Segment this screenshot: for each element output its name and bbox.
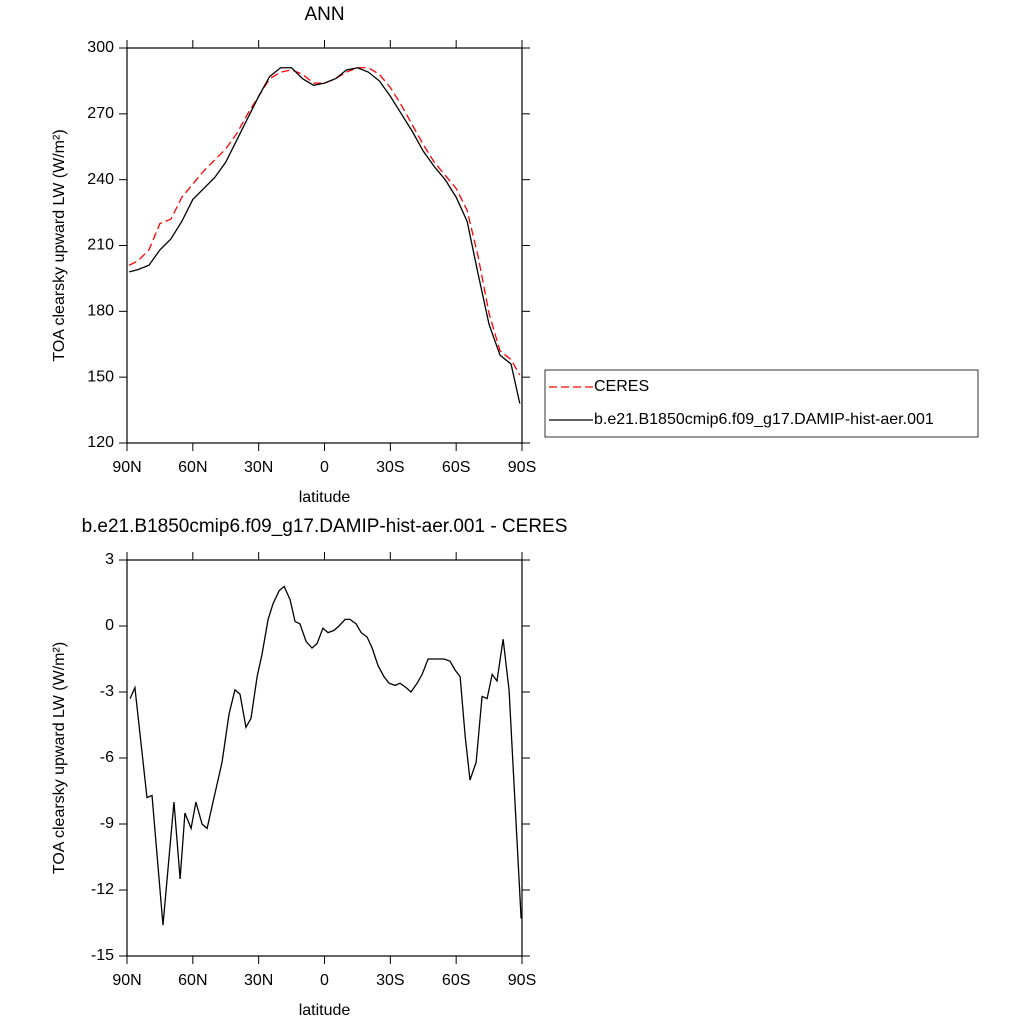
data-line — [129, 585, 522, 926]
x-tick-label: 30N — [244, 972, 273, 989]
y-tick-label: 270 — [87, 105, 114, 122]
y-axis-label: TOA clearsky upward LW (W/m²) — [51, 129, 68, 361]
y-tick-label: -6 — [100, 749, 114, 766]
x-tick-label: 90S — [508, 459, 536, 476]
x-tick-label: 90S — [508, 972, 536, 989]
x-tick-label: 90N — [112, 459, 141, 476]
x-tick-label: 0 — [320, 972, 329, 989]
x-tick-label: 60N — [178, 459, 207, 476]
y-axis-label: TOA clearsky upward LW (W/m²) — [51, 642, 68, 874]
x-tick-label: 90N — [112, 972, 141, 989]
data-line — [128, 67, 521, 376]
y-tick-label: -15 — [91, 947, 114, 964]
y-tick-label: 150 — [87, 368, 114, 385]
y-tick-label: 210 — [87, 237, 114, 254]
y-tick-label: 240 — [87, 171, 114, 188]
data-line — [129, 67, 521, 404]
x-tick-label: 30N — [244, 459, 273, 476]
y-tick-label: 300 — [87, 39, 114, 56]
x-tick-label: 60S — [442, 972, 470, 989]
x-tick-label: 60N — [178, 972, 207, 989]
y-tick-label: 120 — [87, 434, 114, 451]
x-axis-label: latitude — [299, 1002, 351, 1019]
y-tick-label: 180 — [87, 303, 114, 320]
y-tick-label: -9 — [100, 815, 114, 832]
plot-frame — [126, 47, 523, 444]
x-tick-label: 60S — [442, 459, 470, 476]
plot-frame — [126, 559, 523, 957]
x-tick-label: 30S — [376, 972, 404, 989]
legend-label: CERES — [594, 378, 649, 395]
y-tick-label: -12 — [91, 881, 114, 898]
y-tick-label: 0 — [105, 617, 114, 634]
x-axis-label: latitude — [299, 489, 351, 506]
y-tick-label: 3 — [105, 551, 114, 568]
chart-title: ANN — [304, 4, 344, 25]
legend-box — [544, 369, 979, 438]
chart-title: b.e21.B1850cmip6.f09_g17.DAMIP-hist-aer.… — [82, 516, 568, 537]
x-tick-label: 0 — [320, 459, 329, 476]
y-tick-label: -3 — [100, 683, 114, 700]
x-tick-label: 30S — [376, 459, 404, 476]
legend-label: b.e21.B1850cmip6.f09_g17.DAMIP-hist-aer.… — [594, 411, 934, 428]
